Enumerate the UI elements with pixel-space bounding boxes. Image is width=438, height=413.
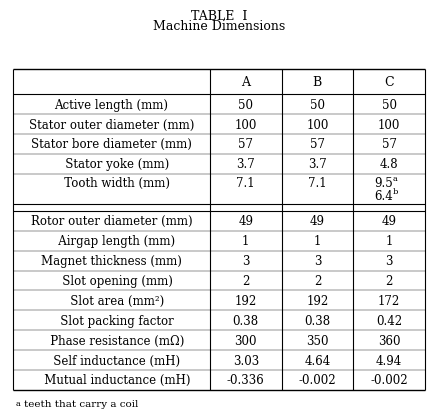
Text: 2: 2	[242, 274, 250, 287]
Text: Self inductance (mH): Self inductance (mH)	[42, 354, 180, 367]
Text: TABLE  I: TABLE I	[191, 10, 247, 23]
Text: Phase resistance (mΩ): Phase resistance (mΩ)	[39, 334, 184, 347]
Text: 6.4: 6.4	[374, 189, 393, 202]
Text: a: a	[15, 399, 20, 407]
Text: Active length (mm): Active length (mm)	[55, 98, 169, 112]
Text: 300: 300	[234, 334, 257, 347]
Text: 3.7: 3.7	[308, 158, 327, 171]
Text: 4.94: 4.94	[376, 354, 402, 367]
Text: 7.1: 7.1	[237, 176, 255, 189]
Text: 57: 57	[310, 138, 325, 151]
Text: 192: 192	[306, 294, 328, 307]
Text: -0.002: -0.002	[299, 373, 336, 387]
Text: 57: 57	[381, 138, 396, 151]
Text: 0.38: 0.38	[233, 314, 259, 327]
Text: 49: 49	[238, 215, 253, 228]
Text: 49: 49	[310, 215, 325, 228]
Text: 100: 100	[235, 118, 257, 131]
Text: 50: 50	[238, 98, 253, 112]
Text: 1: 1	[385, 235, 393, 248]
Text: 100: 100	[378, 118, 400, 131]
Text: 4.8: 4.8	[380, 158, 398, 171]
Text: 2: 2	[314, 274, 321, 287]
Text: 0.42: 0.42	[376, 314, 402, 327]
Text: Stator yoke (mm): Stator yoke (mm)	[54, 158, 169, 171]
Text: Tooth width (mm): Tooth width (mm)	[53, 176, 170, 189]
Text: Mutual inductance (mH): Mutual inductance (mH)	[33, 373, 190, 387]
Text: A: A	[241, 76, 250, 89]
Text: 3: 3	[385, 254, 393, 268]
Text: Magnet thickness (mm): Magnet thickness (mm)	[41, 254, 182, 268]
Text: Stator outer diameter (mm): Stator outer diameter (mm)	[29, 118, 194, 131]
Text: 1: 1	[242, 235, 250, 248]
Text: Slot packing factor: Slot packing factor	[49, 314, 174, 327]
Text: Slot area (mm²): Slot area (mm²)	[59, 294, 164, 307]
Text: Rotor outer diameter (mm): Rotor outer diameter (mm)	[31, 215, 192, 228]
Text: 50: 50	[310, 98, 325, 112]
Text: Slot opening (mm): Slot opening (mm)	[51, 274, 173, 287]
Text: 192: 192	[235, 294, 257, 307]
Text: 2: 2	[385, 274, 393, 287]
Text: -0.002: -0.002	[370, 373, 408, 387]
Text: 3: 3	[314, 254, 321, 268]
Text: 57: 57	[238, 138, 253, 151]
Text: 50: 50	[381, 98, 396, 112]
Text: 100: 100	[306, 118, 328, 131]
Text: 3.7: 3.7	[237, 158, 255, 171]
Text: 9.5: 9.5	[374, 176, 393, 189]
Text: 1: 1	[314, 235, 321, 248]
Text: 0.38: 0.38	[304, 314, 330, 327]
Text: 3.03: 3.03	[233, 354, 259, 367]
Text: a: a	[393, 174, 398, 182]
Text: 49: 49	[381, 215, 396, 228]
Text: 350: 350	[306, 334, 328, 347]
Text: Machine Dimensions: Machine Dimensions	[153, 20, 285, 33]
Text: Stator bore diameter (mm): Stator bore diameter (mm)	[31, 138, 192, 151]
Text: 3: 3	[242, 254, 250, 268]
Text: 7.1: 7.1	[308, 176, 327, 189]
Text: 172: 172	[378, 294, 400, 307]
Text: B: B	[313, 76, 322, 89]
Text: teeth that carry a coil: teeth that carry a coil	[24, 399, 138, 408]
Text: C: C	[384, 76, 394, 89]
Text: -0.336: -0.336	[227, 373, 265, 387]
Text: 4.64: 4.64	[304, 354, 331, 367]
Text: 360: 360	[378, 334, 400, 347]
Text: b: b	[392, 187, 398, 195]
Text: Airgap length (mm): Airgap length (mm)	[47, 235, 176, 248]
